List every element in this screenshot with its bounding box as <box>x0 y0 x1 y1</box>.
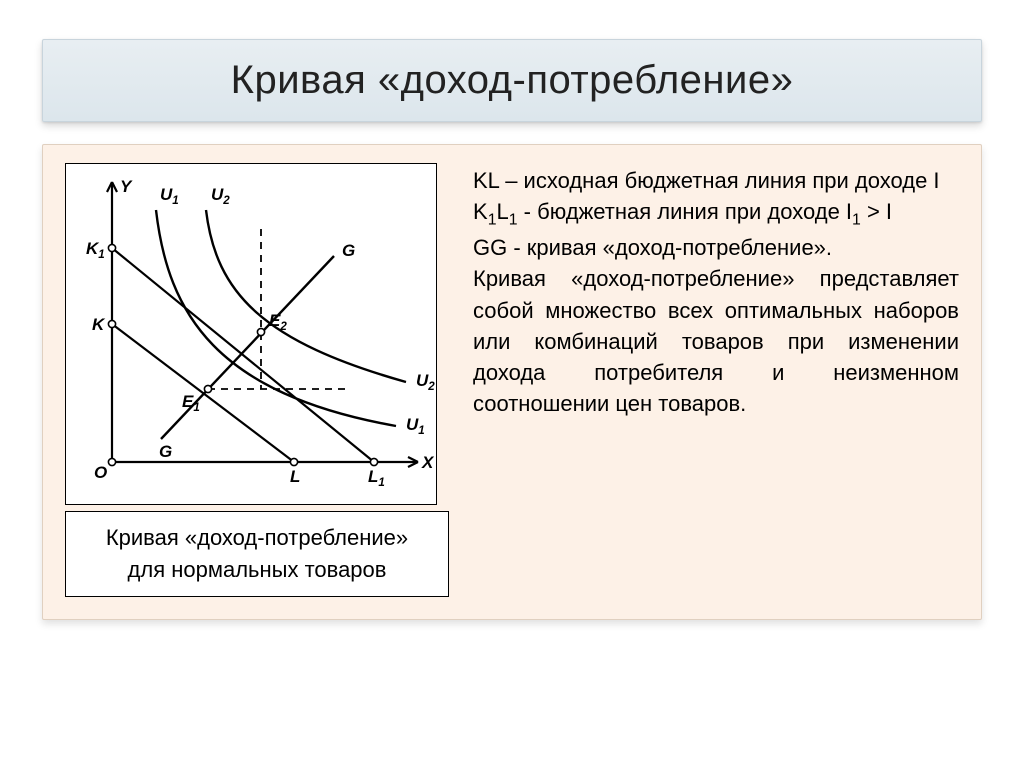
svg-text:K1: K1 <box>86 239 105 261</box>
chart-caption: Кривая «доход-потребление» для нормальны… <box>65 511 449 597</box>
svg-text:G: G <box>342 241 355 260</box>
content-panel: O X Y G G U1 U1 U2 U2 K K1 L L1 E1 E2 Кривая «доход-по… <box>42 144 982 620</box>
svg-text:U2: U2 <box>211 185 230 207</box>
para-k1l1: K1L1 - бюджетная линия при доходе I1 > I <box>473 196 959 232</box>
svg-text:X: X <box>421 453 435 472</box>
svg-text:G: G <box>159 442 172 461</box>
caption-line-2: для нормальных товаров <box>128 557 387 582</box>
para-kl: KL – исходная бюджетная линия при доходе… <box>473 165 959 196</box>
svg-text:E2: E2 <box>269 311 287 333</box>
svg-text:O: O <box>94 463 107 482</box>
left-column: O X Y G G U1 U1 U2 U2 K K1 L L1 E1 E2 Кривая «доход-по… <box>65 163 449 597</box>
svg-text:U2: U2 <box>416 371 435 393</box>
svg-text:L1: L1 <box>368 467 385 489</box>
svg-text:K: K <box>92 315 106 334</box>
svg-text:U1: U1 <box>160 185 179 207</box>
para-definition: Кривая «доход-потребление» представляет … <box>473 263 959 419</box>
caption-line-1: Кривая «доход-потребление» <box>106 525 408 550</box>
svg-text:U1: U1 <box>406 415 425 437</box>
explanation-text: KL – исходная бюджетная линия при доходе… <box>473 163 959 420</box>
svg-text:Y: Y <box>120 177 133 196</box>
para-gg: GG - кривая «доход-потребление». <box>473 232 959 263</box>
svg-text:E1: E1 <box>182 392 200 414</box>
title-bar: Кривая «доход-потребление» <box>42 39 982 122</box>
income-consumption-chart: O X Y G G U1 U1 U2 U2 K K1 L L1 E1 E2 <box>65 163 437 505</box>
page-title: Кривая «доход-потребление» <box>73 58 951 103</box>
svg-text:L: L <box>290 467 300 486</box>
